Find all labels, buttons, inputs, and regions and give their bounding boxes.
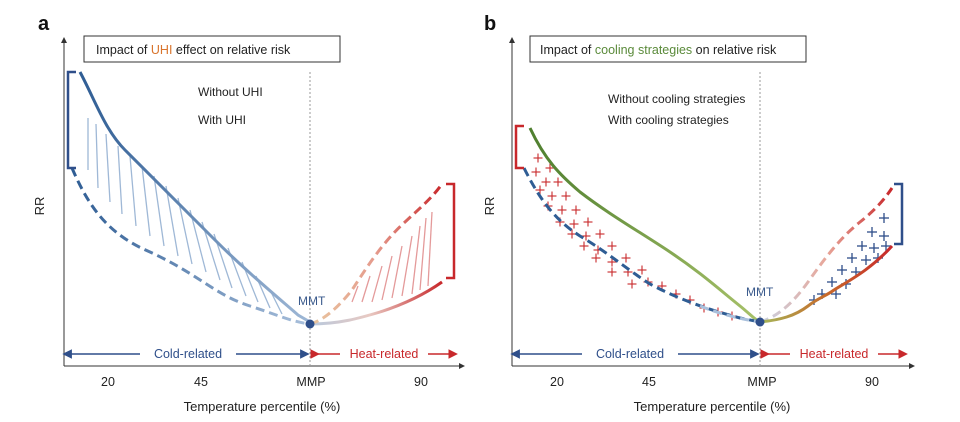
cross-marker — [827, 277, 837, 287]
cross-marker — [861, 255, 871, 265]
cross-marker — [571, 205, 581, 215]
tick-20: 20 — [101, 375, 115, 389]
mmt-label: MMT — [298, 294, 326, 308]
panel-a-title-box — [83, 35, 341, 63]
tick-90: 90 — [865, 375, 879, 389]
heat-bracket — [894, 182, 904, 246]
x-axis-label: Temperature percentile (%) — [634, 399, 791, 414]
cold-hatch — [87, 118, 283, 315]
cold-label: Cold-related — [154, 347, 222, 361]
cross-marker — [867, 227, 877, 237]
curve-without-cooling-cold — [522, 167, 761, 324]
panel-a-title: Impact of UHI effect on relative risk — [96, 43, 291, 57]
cross-marker — [553, 177, 563, 187]
heat-hatch — [351, 211, 433, 303]
cross-marker — [561, 191, 571, 201]
cross-marker — [581, 231, 591, 241]
cold-label-bg — [140, 346, 236, 362]
cold-label: Cold-related — [596, 347, 664, 361]
panel-b: b Impact of cooling strategies on relati… — [482, 13, 915, 414]
cross-marker — [837, 265, 847, 275]
cross-marker — [607, 241, 617, 251]
cold-crosses — [531, 153, 737, 321]
panel-b-title-box — [529, 35, 807, 63]
cross-marker — [531, 167, 541, 177]
cross-marker — [879, 213, 889, 223]
legend-with-uhi: With UHI — [198, 113, 246, 127]
cross-marker — [583, 217, 593, 227]
tick-90: 90 — [414, 375, 428, 389]
y-axis-label: RR — [482, 197, 497, 216]
heat-label: Heat-related — [350, 347, 419, 361]
heat-label: Heat-related — [800, 347, 869, 361]
tick-45: 45 — [194, 375, 208, 389]
legend-with-cooling: With cooling strategies — [608, 113, 729, 127]
heat-label-bg — [790, 346, 878, 362]
cross-marker — [579, 241, 589, 251]
cross-marker — [541, 177, 551, 187]
cross-marker — [857, 241, 867, 251]
mmt-label: MMT — [746, 285, 774, 299]
cross-marker — [607, 267, 617, 277]
cross-marker — [847, 253, 857, 263]
cross-marker — [545, 163, 555, 173]
curve-without-uhi-heat — [309, 280, 443, 326]
tick-mmp: MMP — [747, 375, 776, 389]
curve-with-uhi-cold — [70, 167, 311, 326]
tick-20: 20 — [550, 375, 564, 389]
tick-mmp: MMP — [296, 375, 325, 389]
cross-marker — [869, 243, 879, 253]
cross-marker — [879, 231, 889, 241]
cross-marker — [591, 253, 601, 263]
cross-marker — [535, 185, 545, 195]
cross-marker — [881, 241, 891, 251]
cross-marker — [533, 153, 543, 163]
cross-marker — [637, 265, 647, 275]
cross-marker — [569, 219, 579, 229]
panel-b-letter: b — [484, 13, 496, 35]
heat-label-bg — [340, 346, 428, 362]
cold-bracket — [66, 70, 76, 170]
x-axis-label: Temperature percentile (%) — [184, 399, 341, 414]
heat-bracket — [446, 182, 456, 280]
panel-b-title: Impact of cooling strategies on relative… — [540, 43, 777, 57]
cross-marker — [557, 205, 567, 215]
mmt-point — [305, 319, 315, 329]
panel-a: a Impact of UHI effect on relative risk — [32, 13, 465, 414]
curve-with-uhi-heat — [309, 183, 444, 326]
mmt-point — [755, 317, 765, 327]
curve-without-cooling-heat — [759, 187, 894, 324]
cold-bracket — [514, 124, 524, 170]
legend-without-uhi: Without UHI — [198, 85, 263, 99]
cross-marker — [627, 279, 637, 289]
cold-label-bg — [582, 346, 678, 362]
curve-without-uhi-cold — [78, 71, 311, 324]
curve-without-cooling-cold-tail — [699, 304, 761, 324]
panel-a-letter: a — [38, 13, 50, 35]
y-axis-label: RR — [32, 197, 47, 216]
curve-with-cooling-heat — [759, 244, 894, 324]
cross-marker — [831, 289, 841, 299]
curve-with-cooling-cold — [528, 127, 761, 324]
tick-45: 45 — [642, 375, 656, 389]
legend-without-cooling: Without cooling strategies — [608, 92, 745, 106]
cross-marker — [595, 229, 605, 239]
cross-marker — [621, 253, 631, 263]
cross-marker — [547, 191, 557, 201]
